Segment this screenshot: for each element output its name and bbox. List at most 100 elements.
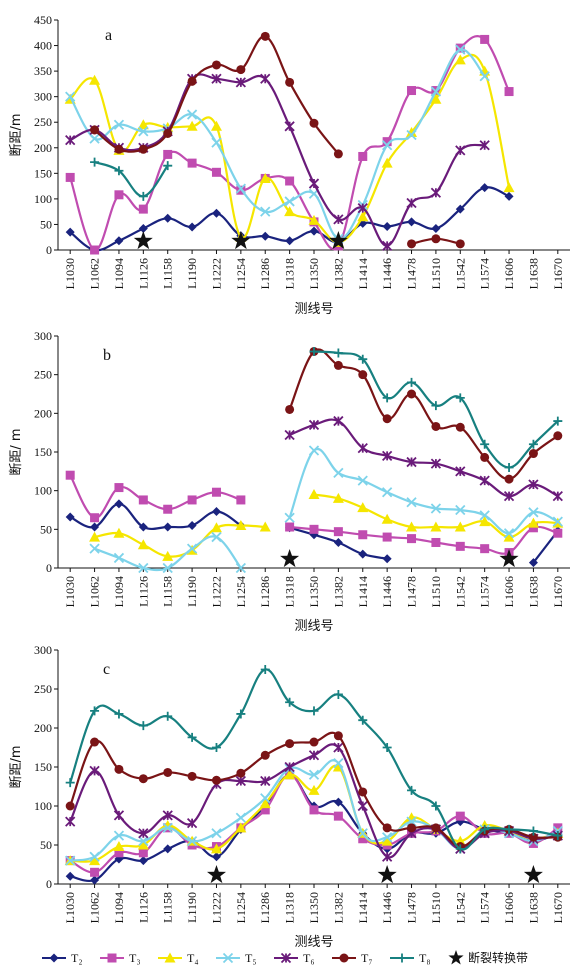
data-point-T2 bbox=[431, 224, 441, 234]
x-tick-label: L1510 bbox=[429, 576, 443, 607]
data-point-T4 bbox=[210, 843, 222, 854]
data-point-T2 bbox=[504, 191, 514, 201]
data-point-T6 bbox=[235, 77, 246, 88]
data-point-T3 bbox=[114, 483, 124, 493]
data-point-T5 bbox=[186, 835, 198, 847]
data-point-T3 bbox=[138, 204, 148, 214]
legend-item-T2: T₂ bbox=[42, 951, 83, 965]
data-point-T2 bbox=[480, 183, 490, 193]
x-tick-label: L1638 bbox=[526, 576, 540, 607]
data-point-T6 bbox=[333, 214, 344, 225]
data-point-T8 bbox=[260, 665, 270, 674]
data-point-T4 bbox=[210, 522, 222, 533]
data-point-T5 bbox=[138, 562, 149, 574]
data-point-T5 bbox=[308, 445, 320, 456]
data-point-T7 bbox=[553, 431, 563, 441]
data-point-T7 bbox=[138, 774, 148, 784]
data-point-T6 bbox=[406, 456, 417, 468]
data-point-T6 bbox=[284, 121, 295, 132]
x-tick-label: L1030 bbox=[63, 892, 77, 923]
star-icon bbox=[448, 950, 464, 965]
data-point-T7 bbox=[528, 449, 538, 459]
x-tick-label: L1094 bbox=[112, 258, 126, 289]
legend-marker-T7 bbox=[339, 953, 349, 963]
data-point-T7 bbox=[358, 787, 368, 797]
data-point-T5 bbox=[333, 757, 344, 769]
data-point-T8 bbox=[528, 826, 538, 836]
y-tick-label: 200 bbox=[34, 721, 52, 735]
data-point-T4 bbox=[308, 784, 320, 795]
data-point-T4 bbox=[137, 539, 149, 550]
y-tick-label: 250 bbox=[34, 368, 52, 382]
data-point-T7 bbox=[528, 832, 538, 842]
y-tick-label: 0 bbox=[46, 877, 52, 891]
data-point-T4 bbox=[162, 550, 174, 561]
data-point-T8 bbox=[333, 348, 343, 358]
data-point-T8 bbox=[431, 401, 441, 411]
x-tick-label: L1350 bbox=[307, 576, 321, 607]
x-tick-label: L1510 bbox=[429, 892, 443, 923]
data-point-T4 bbox=[430, 93, 442, 104]
data-point-T6 bbox=[357, 800, 368, 812]
data-point-T6 bbox=[455, 145, 466, 156]
data-point-T2 bbox=[455, 204, 465, 214]
data-point-T5 bbox=[382, 487, 393, 498]
data-point-T7 bbox=[187, 771, 197, 781]
legend-item-T7: T₇ bbox=[332, 951, 373, 965]
fault-transfer-zone-marker bbox=[499, 549, 519, 568]
data-point-T2 bbox=[163, 844, 173, 854]
data-point-T5 bbox=[162, 562, 173, 574]
data-point-T5 bbox=[211, 137, 222, 148]
legend-label: T₆ bbox=[303, 951, 315, 965]
data-point-T8 bbox=[553, 831, 563, 841]
data-point-T5 bbox=[406, 129, 417, 141]
legend-marker-T2 bbox=[49, 953, 59, 963]
data-point-T6 bbox=[357, 202, 368, 214]
legend-label: T₂ bbox=[71, 951, 83, 965]
data-point-T2 bbox=[211, 507, 221, 517]
legend-item-T6: T₆ bbox=[274, 951, 315, 965]
fault-transfer-zone-marker bbox=[328, 231, 348, 250]
data-point-T8 bbox=[309, 706, 319, 716]
data-point-T8 bbox=[480, 824, 490, 834]
data-point-T8 bbox=[333, 689, 343, 699]
y-tick-label: 200 bbox=[34, 141, 52, 155]
data-point-T7 bbox=[211, 775, 221, 785]
data-point-T2 bbox=[65, 227, 75, 237]
data-point-T8 bbox=[407, 377, 417, 387]
data-point-T6 bbox=[235, 775, 246, 787]
data-point-T2 bbox=[187, 520, 197, 530]
x-tick-label: L1382 bbox=[331, 576, 345, 607]
data-point-T7 bbox=[138, 144, 148, 154]
data-point-T3 bbox=[480, 544, 490, 554]
x-tick-label: L1478 bbox=[405, 576, 419, 607]
data-point-T4 bbox=[527, 517, 539, 528]
x-tick-label: L1542 bbox=[453, 258, 467, 289]
data-point-T6 bbox=[382, 851, 393, 862]
x-tick-label: L1574 bbox=[478, 576, 492, 607]
data-point-T6 bbox=[503, 490, 515, 502]
x-tick-label: L1606 bbox=[502, 892, 516, 923]
legend-marker-T8 bbox=[397, 953, 407, 963]
x-tick-label: L1638 bbox=[526, 258, 540, 289]
x-tick-label: L1030 bbox=[63, 576, 77, 607]
data-point-T7 bbox=[480, 452, 490, 462]
data-point-T7 bbox=[187, 76, 197, 86]
data-point-T4 bbox=[503, 531, 515, 542]
data-point-T2 bbox=[138, 856, 148, 866]
data-point-T6 bbox=[333, 742, 344, 753]
data-point-T2 bbox=[138, 224, 148, 234]
data-point-T4 bbox=[210, 120, 222, 131]
y-tick-label: 150 bbox=[34, 166, 52, 180]
data-point-T8 bbox=[358, 715, 368, 725]
data-point-T3 bbox=[65, 172, 75, 182]
legend-marker-T4 bbox=[164, 952, 176, 963]
series-T3 bbox=[65, 470, 563, 558]
data-point-T8 bbox=[504, 824, 514, 834]
data-point-T7 bbox=[333, 149, 343, 159]
data-point-T5 bbox=[113, 119, 125, 130]
x-tick-label: L1414 bbox=[356, 258, 370, 289]
data-point-T7 bbox=[431, 823, 441, 833]
data-point-T3 bbox=[480, 34, 490, 44]
fault-transfer-zone-marker bbox=[280, 549, 300, 568]
